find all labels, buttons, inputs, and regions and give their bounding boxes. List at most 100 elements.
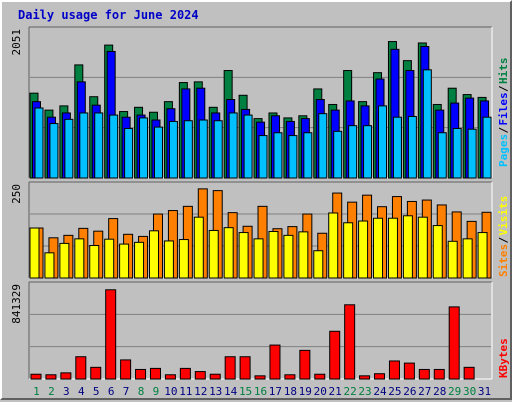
x-tick-label-28: 28 (433, 385, 446, 398)
x-tick-label-12: 12 (194, 385, 207, 398)
kbytes-bar (269, 344, 281, 380)
pages-bar (273, 132, 283, 179)
x-tick-label-5: 5 (93, 385, 100, 398)
pages-bar (348, 125, 358, 179)
pages-bar (94, 112, 104, 179)
pages-bar (168, 120, 178, 179)
sites-bar (358, 220, 369, 279)
x-tick-label-2: 2 (48, 385, 55, 398)
sites-bar (298, 231, 309, 279)
x-tick-label-10: 10 (164, 385, 177, 398)
x-tick-label-16: 16 (254, 385, 267, 398)
pages-bar (243, 114, 253, 179)
x-tick-label-9: 9 (153, 385, 160, 398)
sites-bar (238, 232, 249, 279)
kbytes-bar (30, 373, 42, 380)
x-tick-label-7: 7 (123, 385, 130, 398)
kbytes-bar (209, 373, 221, 380)
x-tick-label-3: 3 (63, 385, 70, 398)
kbytes-bar (149, 367, 161, 380)
sites-bar (134, 241, 145, 279)
x-tick-label-14: 14 (224, 385, 238, 398)
kbytes-bar (239, 356, 251, 380)
sites-bar (29, 227, 40, 279)
x-tick-label-4: 4 (78, 385, 85, 398)
sites-bar (119, 243, 130, 279)
pages-bar (363, 125, 373, 179)
chart-title: Daily usage for June 2024 (18, 8, 199, 22)
sites-bar (208, 229, 219, 279)
sites-bar (417, 216, 428, 279)
kbytes-bar (254, 375, 266, 380)
sites-bar (148, 230, 159, 279)
kbytes-bar (45, 374, 57, 380)
pages-bar (288, 135, 298, 179)
visits-legend-separator: / (497, 237, 510, 244)
kbytes-bar (60, 372, 72, 380)
sites-bar (74, 238, 85, 279)
x-tick-label-24: 24 (373, 385, 387, 398)
pages-bar (452, 128, 462, 179)
x-tick-label-18: 18 (284, 385, 297, 398)
sites-bar (283, 234, 294, 279)
x-tick-label-23: 23 (358, 385, 371, 398)
pages-bar (318, 113, 328, 179)
hits-legend-separator: / (497, 127, 510, 134)
x-tick-label-22: 22 (343, 385, 356, 398)
x-tick-label-30: 30 (463, 385, 476, 398)
kbytes-bar (75, 356, 87, 380)
kbytes-ymax-label: 841329 (10, 284, 23, 324)
x-tick-label-17: 17 (269, 385, 282, 398)
x-tick-label-31: 31 (478, 385, 491, 398)
sites-bar (387, 217, 398, 279)
pages-bar (333, 130, 343, 179)
kbytes-bar (403, 362, 415, 380)
pages-bar (79, 112, 89, 179)
pages-bar (482, 116, 492, 179)
visits-legend-visits: Visits (497, 196, 510, 236)
kbytes-bar (179, 367, 191, 380)
hits-ymax-label: 2051 (10, 29, 23, 56)
kbytes-panel (29, 282, 492, 379)
sites-bar (59, 242, 70, 279)
pages-bar (228, 112, 238, 179)
x-tick-label-26: 26 (403, 385, 416, 398)
sites-bar (402, 215, 413, 279)
x-tick-label-13: 13 (209, 385, 222, 398)
pages-bar (109, 114, 119, 179)
sites-bar (178, 239, 189, 279)
kbytes-bar (448, 306, 460, 380)
pages-bar (303, 132, 313, 179)
x-tick-label-27: 27 (418, 385, 431, 398)
sites-bar (447, 240, 458, 279)
sites-bar (89, 244, 100, 279)
x-tick-label-6: 6 (108, 385, 115, 398)
pages-bar (437, 132, 447, 179)
sites-bar (477, 232, 488, 279)
x-tick-label-19: 19 (299, 385, 312, 398)
kbytes-bar (284, 374, 296, 380)
hits-legend-hits: Hits (497, 58, 510, 85)
sites-bar (268, 231, 279, 279)
pages-bar (49, 123, 59, 179)
kbytes-bar (135, 368, 147, 380)
x-tick-label-21: 21 (329, 385, 342, 398)
kbytes-bar (224, 356, 236, 380)
hits-legend-separator: / (497, 85, 510, 92)
pages-bar (34, 107, 44, 179)
x-tick-label-20: 20 (314, 385, 327, 398)
kbytes-legend-kbytes: KBytes (497, 338, 510, 378)
sites-bar (253, 238, 264, 279)
hits-legend-files: Files (497, 92, 510, 125)
visits-legend-sites: Sites (497, 244, 510, 277)
sites-bar (223, 227, 234, 279)
pages-bar (183, 120, 193, 179)
sites-bar (462, 238, 473, 279)
pages-bar (392, 116, 402, 179)
kbytes-bar (433, 368, 445, 380)
x-tick-label-11: 11 (179, 385, 192, 398)
sites-bar (313, 250, 324, 279)
sites-bar (373, 217, 384, 279)
